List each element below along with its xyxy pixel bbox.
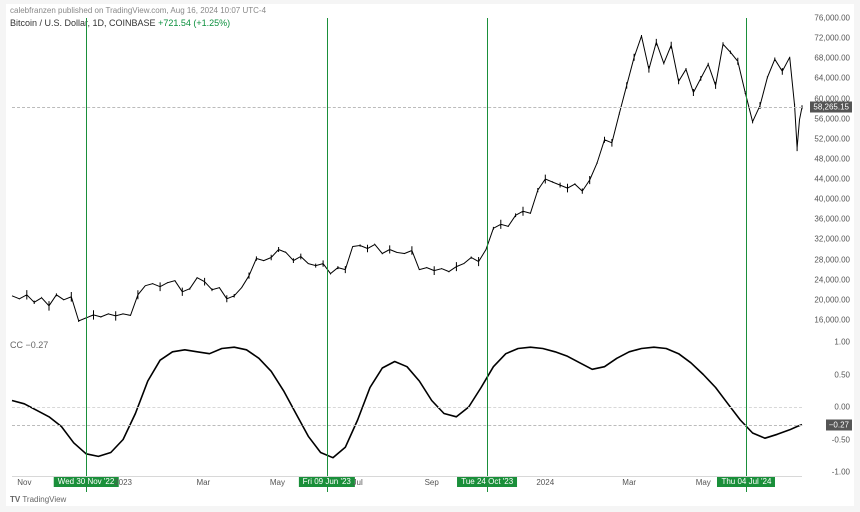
price-y-tick: 20,000.00 xyxy=(814,295,850,304)
price-y-tick: 36,000.00 xyxy=(814,215,850,224)
event-vline xyxy=(746,18,747,492)
price-y-tick: 32,000.00 xyxy=(814,235,850,244)
cc-panel-label: CC −0.27 xyxy=(10,340,48,350)
event-vline xyxy=(86,18,87,492)
x-tick: May xyxy=(696,478,711,487)
price-y-tick: 16,000.00 xyxy=(814,315,850,324)
tv-text: TradingView xyxy=(22,495,66,504)
event-flag: Fri 09 Jun '23 xyxy=(299,476,355,487)
price-y-tick: 68,000.00 xyxy=(814,54,850,63)
price-current-line xyxy=(12,107,802,108)
cc-y-tick: 0.00 xyxy=(834,403,850,412)
price-y-tick: 28,000.00 xyxy=(814,255,850,264)
chart-container: calebfranzen published on TradingView.co… xyxy=(6,4,854,506)
event-flag: Thu 04 Jul '24 xyxy=(717,476,775,487)
x-tick: Sep xyxy=(425,478,439,487)
price-current-badge: 58,265.15 xyxy=(810,102,852,113)
cc-chart xyxy=(6,4,854,476)
price-y-tick: 76,000.00 xyxy=(814,14,850,23)
x-tick: 2024 xyxy=(536,478,554,487)
price-y-tick: 48,000.00 xyxy=(814,154,850,163)
price-y-tick: 52,000.00 xyxy=(814,134,850,143)
cc-current-badge: −0.27 xyxy=(826,419,852,430)
x-tick: Mar xyxy=(622,478,636,487)
x-tick: 2023 xyxy=(114,478,132,487)
event-flag: Tue 24 Oct '23 xyxy=(457,476,517,487)
cc-y-tick: 1.00 xyxy=(834,338,850,347)
price-y-tick: 40,000.00 xyxy=(814,195,850,204)
x-tick: Jul xyxy=(353,478,363,487)
price-y-tick: 24,000.00 xyxy=(814,275,850,284)
cc-current-line xyxy=(12,425,802,426)
tradingview-footer: TV TradingView xyxy=(10,495,66,504)
event-flag: Wed 30 Nov '22 xyxy=(54,476,119,487)
x-tick: Mar xyxy=(196,478,210,487)
tv-logo: TV xyxy=(10,495,20,504)
cc-y-tick: -0.50 xyxy=(832,435,850,444)
cc-zero-line xyxy=(12,407,802,408)
x-tick: Nov xyxy=(17,478,31,487)
x-axis-line xyxy=(12,476,802,477)
price-y-tick: 64,000.00 xyxy=(814,74,850,83)
price-y-tick: 44,000.00 xyxy=(814,175,850,184)
price-y-tick: 56,000.00 xyxy=(814,114,850,123)
x-tick: May xyxy=(270,478,285,487)
price-y-tick: 72,000.00 xyxy=(814,34,850,43)
cc-y-tick: -1.00 xyxy=(832,468,850,477)
event-vline xyxy=(487,18,488,492)
event-vline xyxy=(327,18,328,492)
cc-y-tick: 0.50 xyxy=(834,370,850,379)
